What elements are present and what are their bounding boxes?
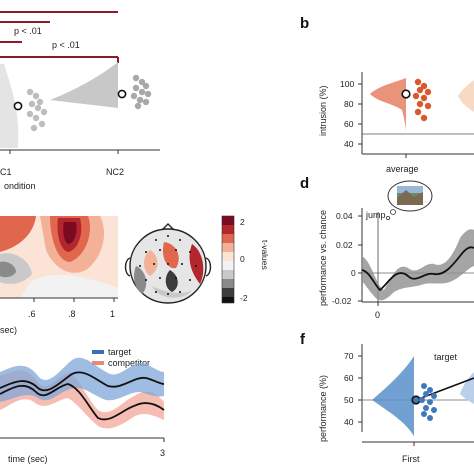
heatmap-contour-pale [20, 274, 118, 298]
panel-a-xtick-nc2: NC2 [106, 167, 124, 177]
panel-b-ytick-100: 100 [340, 79, 354, 89]
panel-d-ytick-002: 0.02 [336, 240, 353, 250]
violin-first [372, 356, 414, 436]
panel-f-ytick-40: 40 [344, 417, 354, 427]
panel-d-ytick-neg002: -0.02 [332, 296, 352, 306]
legend-label-competitor: competitor [108, 358, 150, 368]
legend-label-target: target [108, 347, 132, 357]
panel-heatmap: .6 .8 1 sec) [0, 215, 270, 335]
panel-d-ytick-0: 0 [351, 268, 356, 278]
heatmap-xtick-08: .8 [68, 309, 76, 319]
panel-letter-d: d [300, 175, 309, 192]
mean-marker-c1 [13, 101, 23, 111]
violin-average [370, 78, 406, 132]
panel-a-xtick-c1: C1 [0, 167, 12, 177]
topo-dark-center [165, 270, 178, 292]
panel-b-ytick-60: 60 [344, 119, 354, 129]
panel-d: d performance vs. chance 0.04 0.02 0 -0.… [300, 175, 474, 320]
heatmap-xtick-1: 1 [110, 309, 115, 319]
panel-a: p < .01 p < .01 C1 NC2 ondition [0, 11, 160, 191]
panel-b-xtick-average: average [386, 164, 419, 174]
topography-head [124, 223, 212, 304]
colorbar-tick-neg2: -2 [240, 293, 248, 303]
colorbar-tick-0: 0 [240, 254, 245, 264]
panel-d-xtick-0: 0 [375, 310, 380, 320]
panel-f-ylabel: performance (%) [318, 375, 328, 442]
electrode-dots [139, 235, 197, 295]
mean-marker-nc2 [117, 89, 127, 99]
panel-f-ytick-50: 50 [344, 395, 354, 405]
competitor-mean-line [0, 383, 165, 421]
panel-f-ytick-60: 60 [344, 373, 354, 383]
dots-nc2 [130, 74, 152, 110]
colorbar [221, 215, 235, 304]
mean-marker-average [401, 89, 411, 99]
competitor-error-band [0, 370, 164, 429]
violin-right-partial [458, 80, 474, 112]
violin-nc2 [50, 62, 118, 108]
violin-c1 [0, 64, 19, 148]
panel-f: f target performance (%) 70 60 50 40 Fir… [300, 331, 474, 464]
head-left-ear [124, 257, 131, 277]
panel-d-ylabel: performance vs. chance [318, 210, 328, 306]
panel-letter-f: f [300, 331, 306, 348]
colorbar-tick-2: 2 [240, 217, 245, 227]
topo-red-center [162, 242, 179, 269]
panel-f-ytick-70: 70 [344, 351, 354, 361]
heatmap-xtick-06: .6 [28, 309, 36, 319]
thought-bubble-image [385, 180, 433, 220]
panel-letter-b: b [300, 15, 309, 32]
target-mean-line [0, 371, 165, 392]
panel-b-ytick-80: 80 [344, 99, 354, 109]
panel-e-xlabel: time (sec) [8, 454, 48, 464]
head-outline [129, 228, 207, 304]
head-nose [161, 223, 175, 231]
heatmap-contour-darkest [63, 222, 77, 244]
panel-a-xlabel: ondition [4, 181, 36, 191]
significance-label-1: p < .01 [14, 26, 42, 36]
panel-e: target competitor 3 time (sec) [0, 347, 165, 464]
panel-d-mean-line [361, 246, 474, 292]
panel-b-ylabel: intrusion (%) [318, 85, 328, 136]
head-right-ear [205, 257, 212, 277]
panel-d-ytick-004: 0.04 [336, 211, 353, 221]
colorbar-label: t-values [260, 240, 270, 270]
dots-first [419, 383, 437, 421]
topo-red-right [189, 244, 204, 284]
panel-f-title: target [434, 352, 458, 362]
topo-light-red [144, 250, 158, 276]
target-error-band [0, 357, 164, 402]
panel-d-error-band [362, 229, 474, 301]
panel-b-ytick-40: 40 [344, 139, 354, 149]
heatmap-xlabel: sec) [0, 325, 17, 335]
topo-grey-bottom [152, 286, 192, 298]
heatmap-contour-mid-red [0, 216, 36, 252]
mean-marker-first [411, 395, 421, 405]
dots-c1 [26, 88, 48, 132]
panel-f-xtick-first: First [402, 454, 420, 464]
topo-grey-left [134, 266, 147, 294]
panel-b: b intrusion (%) 100 80 60 40 average [300, 15, 474, 174]
heatmap-contour-dark-grey [0, 261, 16, 278]
violin-second-partial [460, 372, 474, 404]
panel-d-annotation-jump: jump [365, 210, 386, 220]
significance-label-2: p < .01 [52, 40, 80, 50]
dots-average [412, 78, 432, 122]
panel-e-xtick-3: 3 [160, 448, 165, 458]
